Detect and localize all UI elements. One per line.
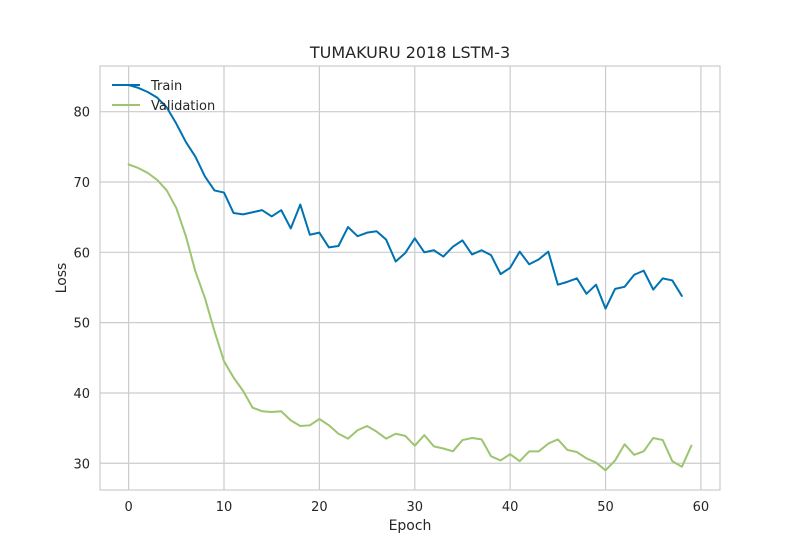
x-tick-label: 10: [216, 500, 233, 515]
y-tick-label: 60: [73, 246, 90, 261]
y-axis-label: Loss: [54, 263, 70, 294]
series-line-validation: [127, 163, 693, 472]
y-tick-label: 50: [73, 317, 90, 332]
grid: [100, 66, 720, 490]
y-tick-label: 40: [73, 387, 90, 402]
legend-train-label: Train: [150, 79, 182, 94]
y-tick-label: 80: [73, 106, 90, 121]
x-tick-label: 40: [502, 500, 519, 515]
y-tick-label: 30: [73, 457, 90, 472]
x-tick-label: 60: [693, 500, 710, 515]
y-tick-label: 70: [73, 176, 90, 191]
legend: Train Validation: [112, 79, 215, 114]
x-tick-label: 50: [597, 500, 614, 515]
legend-validation-label: Validation: [151, 99, 215, 114]
chart-title: TUMAKURU 2018 LSTM-3: [309, 43, 510, 62]
plot-background: [100, 66, 720, 490]
series-layer: [127, 83, 693, 472]
tick-labels: 0 10 20 30 40 50 60 30 40 50 60 70 80: [73, 106, 709, 515]
x-tick-label: 0: [124, 500, 132, 515]
series-line-train: [127, 83, 683, 310]
x-tick-label: 30: [406, 500, 423, 515]
plot-frame: [99, 65, 721, 491]
x-axis-label: Epoch: [389, 518, 432, 534]
x-tick-label: 20: [311, 500, 328, 515]
